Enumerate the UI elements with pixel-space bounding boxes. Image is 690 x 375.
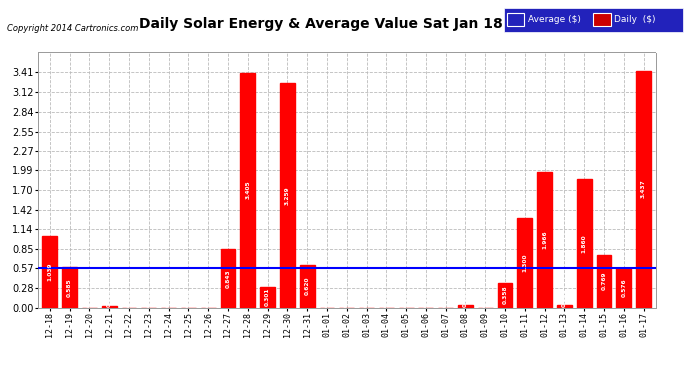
Text: 0.000: 0.000 [384, 289, 388, 307]
Text: 0.620: 0.620 [305, 277, 310, 296]
Bar [497, 283, 513, 308]
Bar [557, 305, 572, 308]
Bar [221, 249, 235, 308]
Text: 0.000: 0.000 [166, 289, 171, 307]
Bar [260, 287, 275, 308]
Bar [62, 267, 77, 308]
Bar [577, 179, 591, 308]
Text: 0.000: 0.000 [324, 289, 329, 307]
Text: 0.301: 0.301 [265, 288, 270, 306]
Text: 0.000: 0.000 [483, 289, 488, 307]
Text: 0.000: 0.000 [87, 289, 92, 307]
Text: 0.000: 0.000 [364, 289, 369, 307]
Bar [458, 305, 473, 308]
Text: 1.300: 1.300 [522, 254, 527, 272]
Text: 0.000: 0.000 [443, 289, 448, 307]
Text: Daily  ($): Daily ($) [614, 15, 656, 24]
Text: 3.259: 3.259 [285, 186, 290, 204]
Text: 0.000: 0.000 [146, 289, 151, 307]
Bar [42, 236, 57, 308]
Text: 0.000: 0.000 [404, 289, 408, 307]
Text: 0.769: 0.769 [602, 272, 607, 290]
Text: 0.000: 0.000 [126, 289, 132, 307]
Text: 0.017: 0.017 [107, 289, 112, 307]
Text: 1.860: 1.860 [582, 234, 586, 253]
Bar [280, 83, 295, 308]
Text: 0.576: 0.576 [621, 278, 627, 297]
Bar [240, 73, 255, 308]
Text: 0.000: 0.000 [424, 289, 428, 307]
Text: 0.843: 0.843 [226, 269, 230, 288]
Bar [518, 218, 532, 308]
Text: Daily Solar Energy & Average Value Sat Jan 18 07:35: Daily Solar Energy & Average Value Sat J… [139, 17, 551, 31]
Text: 0.585: 0.585 [67, 278, 72, 297]
Text: 0.000: 0.000 [206, 289, 210, 307]
Text: 0.000: 0.000 [186, 289, 191, 307]
Text: 3.437: 3.437 [641, 180, 646, 198]
Bar [616, 268, 631, 308]
Bar [636, 70, 651, 308]
Text: Average ($): Average ($) [528, 15, 581, 24]
Text: 1.039: 1.039 [48, 262, 52, 281]
Text: 3.405: 3.405 [245, 181, 250, 200]
Bar [538, 172, 552, 308]
Text: 1.966: 1.966 [542, 231, 547, 249]
Bar [597, 255, 611, 308]
Text: 0.358: 0.358 [502, 286, 508, 304]
Text: 0.000: 0.000 [344, 289, 349, 307]
Bar [102, 306, 117, 308]
Text: Copyright 2014 Cartronics.com: Copyright 2014 Cartronics.com [7, 24, 138, 33]
Text: 0.031: 0.031 [562, 289, 567, 307]
Text: 0.033: 0.033 [463, 289, 468, 307]
Bar [299, 265, 315, 308]
